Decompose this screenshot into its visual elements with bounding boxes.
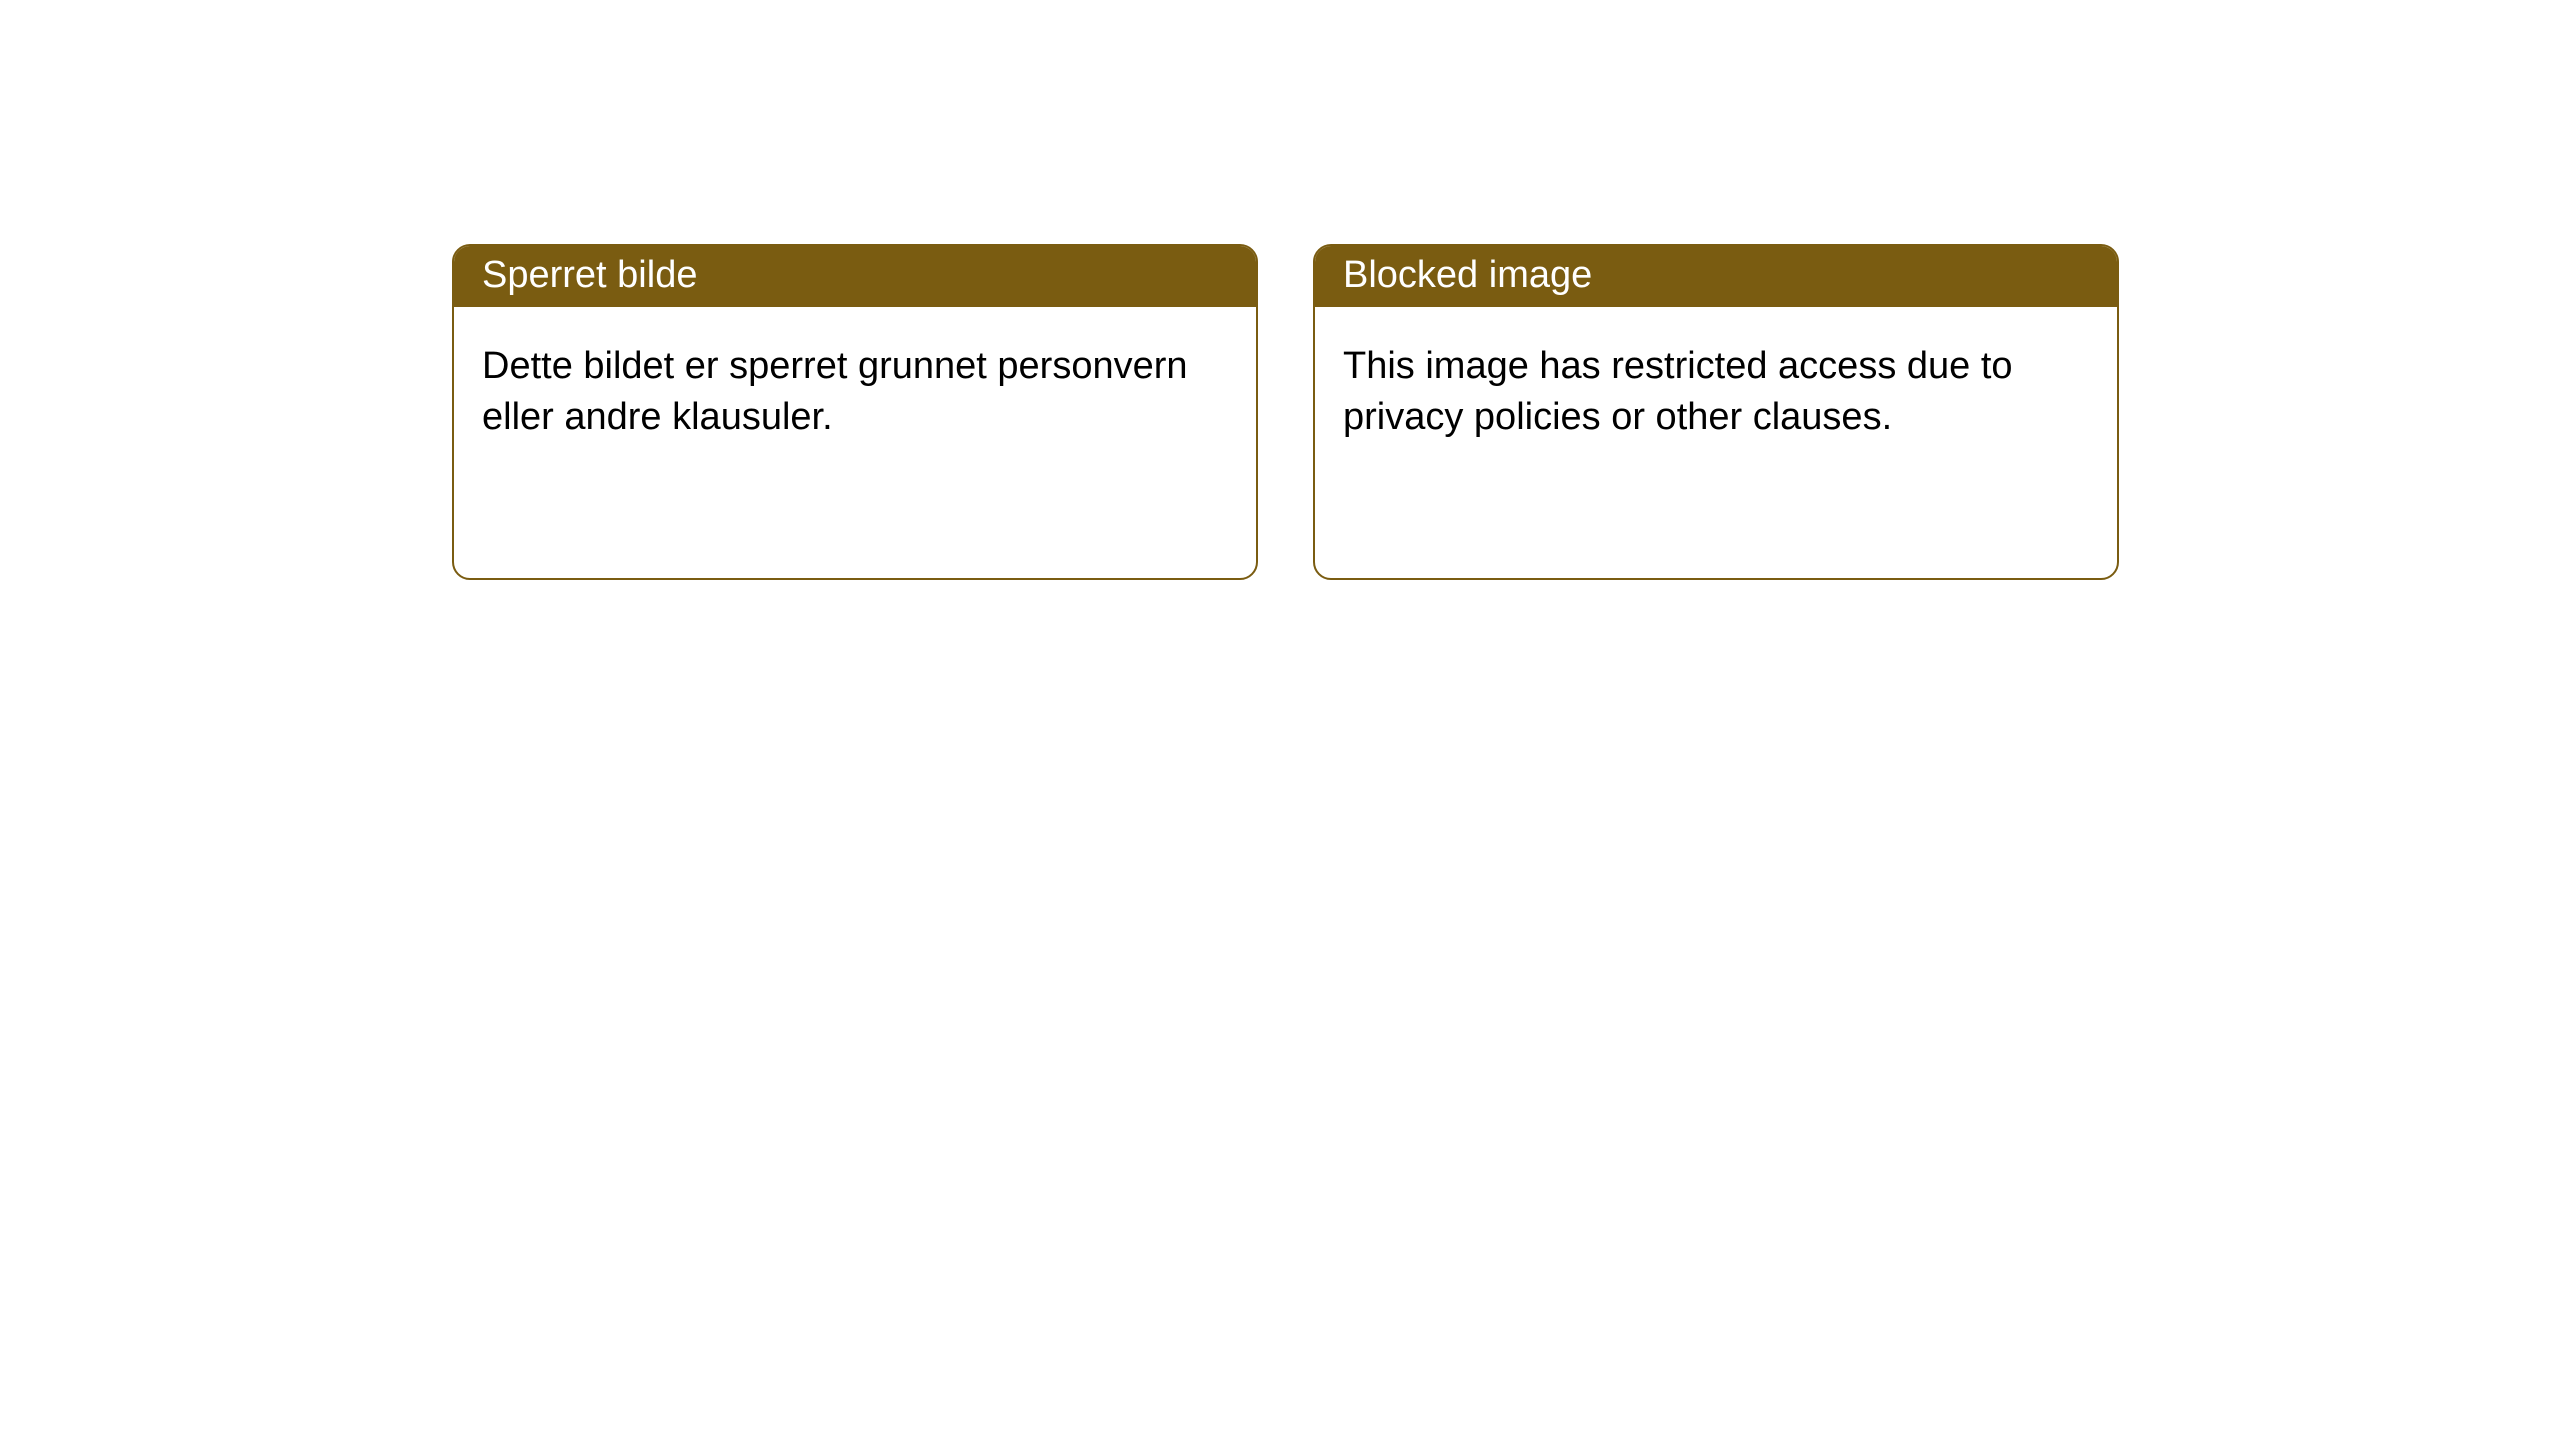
notice-body: This image has restricted access due to … bbox=[1315, 307, 2117, 478]
notice-message: This image has restricted access due to … bbox=[1343, 345, 2013, 438]
notice-body: Dette bildet er sperret grunnet personve… bbox=[454, 307, 1256, 478]
notice-card-english: Blocked image This image has restricted … bbox=[1313, 244, 2119, 580]
notice-message: Dette bildet er sperret grunnet personve… bbox=[482, 345, 1188, 438]
notice-container: Sperret bilde Dette bildet er sperret gr… bbox=[0, 0, 2560, 580]
notice-title: Sperret bilde bbox=[482, 254, 697, 296]
notice-header: Blocked image bbox=[1315, 246, 2117, 307]
notice-title: Blocked image bbox=[1343, 254, 1592, 296]
notice-card-norwegian: Sperret bilde Dette bildet er sperret gr… bbox=[452, 244, 1258, 580]
notice-header: Sperret bilde bbox=[454, 246, 1256, 307]
